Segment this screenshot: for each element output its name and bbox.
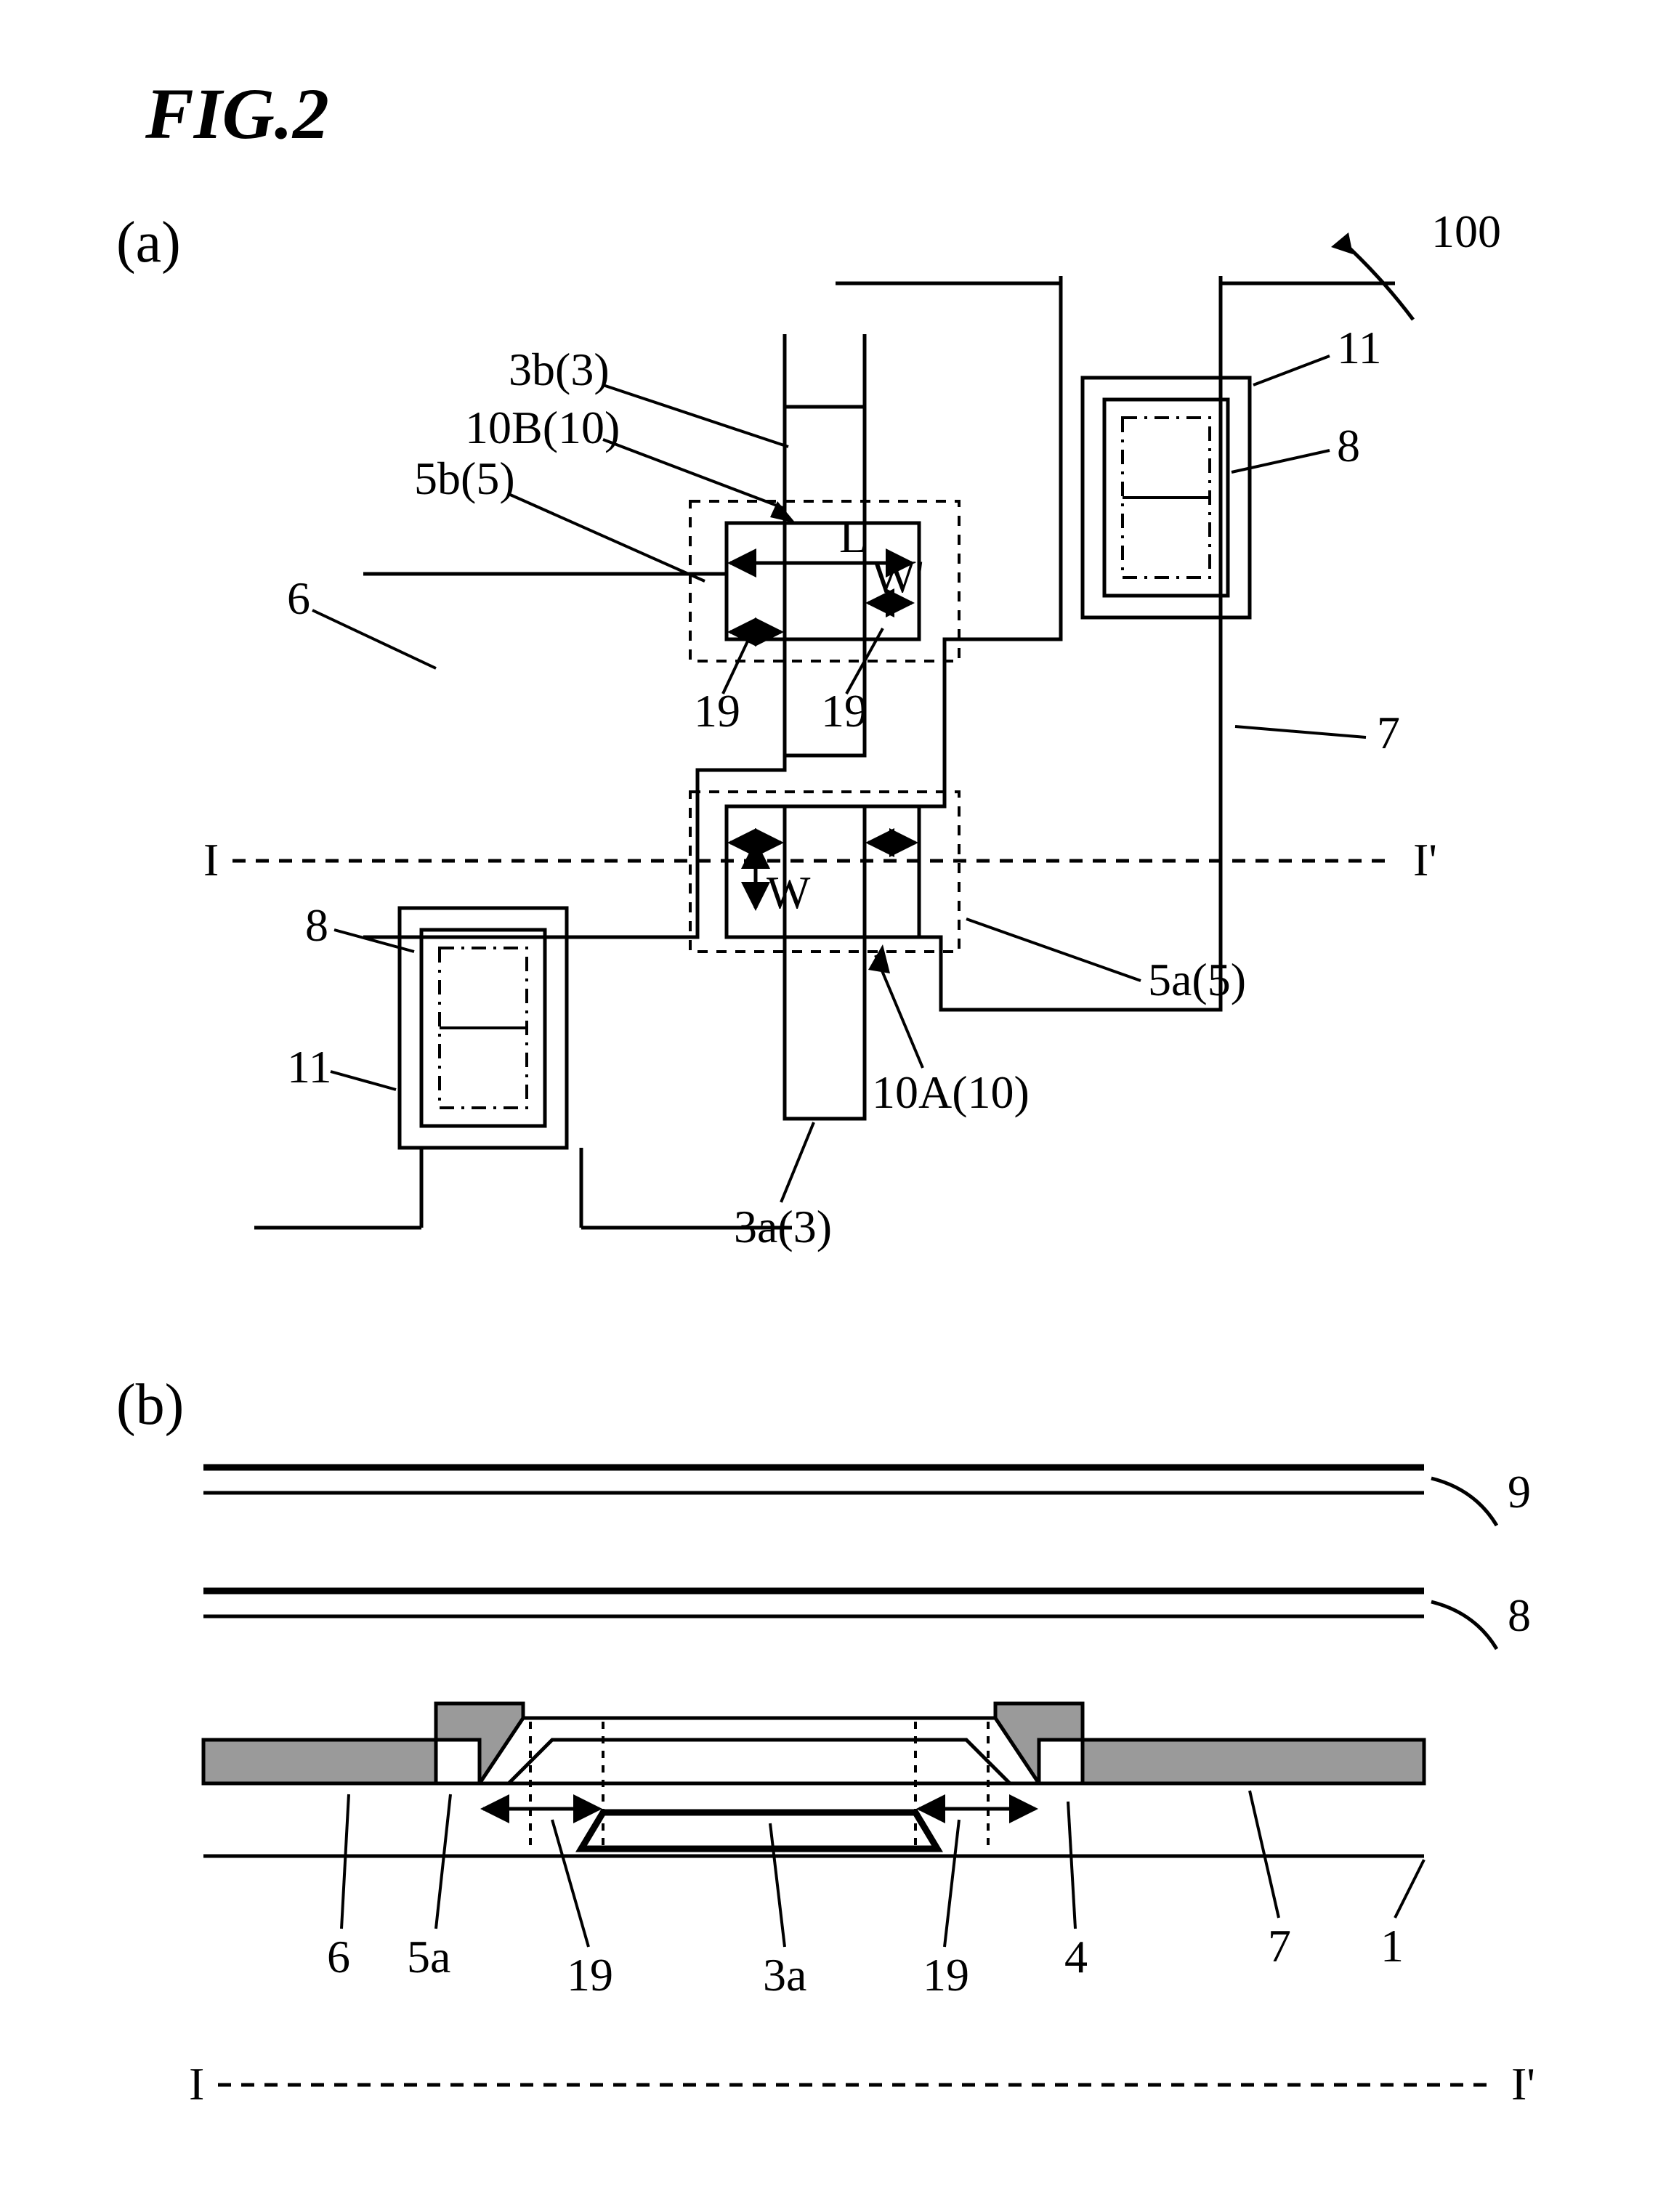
shape-6 (363, 574, 785, 937)
label-19lb: 19 (567, 1949, 613, 2001)
label-3a3: 3a(3) (734, 1201, 832, 1252)
label-6: 6 (287, 572, 310, 624)
label-10A10: 10A(10) (872, 1066, 1030, 1118)
label-9: 9 (1508, 1466, 1531, 1518)
label-19rb: 19 (923, 1949, 969, 2001)
panel-a-label: (a) (116, 211, 181, 275)
label-100: 100 (1431, 206, 1501, 257)
label-11-l: 11 (287, 1041, 332, 1093)
label-5b5: 5b(5) (414, 453, 515, 504)
sec-I-a: I (203, 834, 219, 886)
label-19r: 19 (821, 685, 868, 737)
dim-W: W (767, 867, 811, 918)
panel-b: 9 8 6 5a (189, 1466, 1535, 2110)
label-8b: 8 (1508, 1589, 1531, 1641)
label-3b3: 3b(3) (509, 344, 610, 395)
sec-I-b: I (189, 2058, 204, 2110)
label-5a5: 5a(5) (1148, 954, 1246, 1005)
figure-title: FIG.2 (145, 73, 329, 154)
panel-a: 100 L (203, 206, 1501, 1252)
label-8-t: 8 (1337, 420, 1360, 471)
label-11-t: 11 (1337, 322, 1382, 373)
label-3ab: 3a (763, 1949, 806, 2001)
label-7b: 7 (1268, 1920, 1291, 1972)
panel-b-label: (b) (116, 1373, 184, 1437)
sec-Ip-b: I' (1511, 2058, 1535, 2110)
label-7: 7 (1377, 707, 1400, 758)
label-19l: 19 (694, 685, 740, 737)
dim-L: L (839, 511, 868, 562)
label-10B10: 10B(10) (465, 402, 620, 453)
label-8-l: 8 (305, 899, 328, 951)
label-4b: 4 (1064, 1931, 1088, 1982)
gate-3a (581, 1812, 937, 1849)
label-6b: 6 (327, 1931, 350, 1982)
label-5ab: 5a (407, 1931, 450, 1982)
sec-Ip-a: I' (1413, 834, 1437, 886)
label-1b: 1 (1380, 1920, 1404, 1972)
dim-Wp: W' (872, 551, 924, 602)
